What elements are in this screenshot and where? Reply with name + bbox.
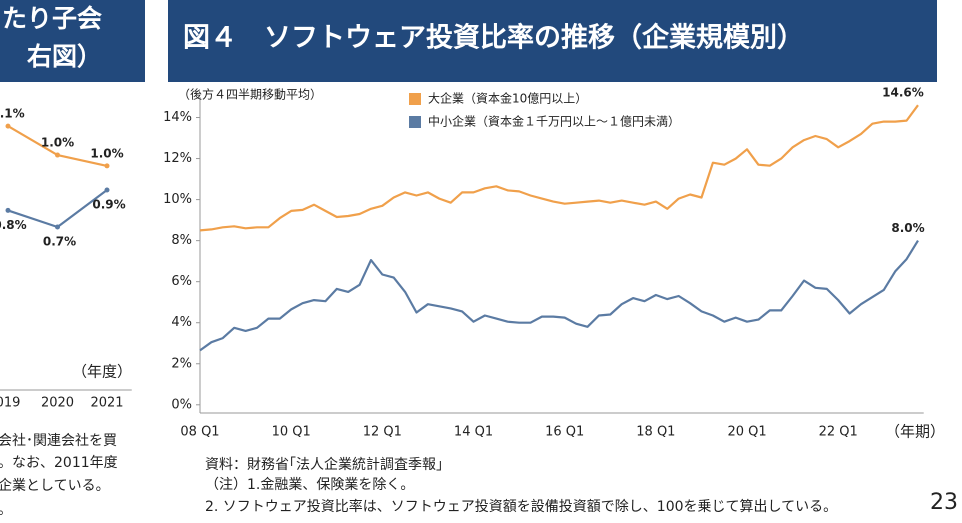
- value-label: 1.0%: [90, 146, 123, 160]
- legend-label: 大企業（資本金10億円以上）: [428, 91, 587, 106]
- title-box: [168, 0, 937, 82]
- point: [55, 224, 60, 230]
- y-tick-label: 14%: [163, 110, 192, 125]
- x-tick-label: 08 Q1: [180, 425, 219, 440]
- note: （注）1.金融業、保険業を除く。: [205, 477, 414, 493]
- y-tick-label: 4%: [171, 315, 192, 330]
- value-label: 0.9%: [92, 198, 125, 212]
- y-tick-label: 0%: [171, 397, 192, 412]
- value-label: 1.0%: [41, 136, 74, 150]
- point: [5, 207, 11, 213]
- subtitle: （後方４四半期移動平均）: [178, 87, 322, 102]
- page-number: 23: [930, 490, 958, 515]
- x-tick-label: 10 Q1: [272, 425, 311, 440]
- left-header: 右図）: [27, 42, 102, 71]
- x-tick-label: 019: [0, 396, 20, 411]
- series-line: [199, 240, 919, 352]
- x-tick-label: 2021: [90, 396, 123, 411]
- slide-title: 図４ ソフトウェア投資比率の推移（企業規模別）: [183, 22, 804, 54]
- point: [55, 152, 60, 158]
- value-label: 8.0%: [891, 221, 924, 235]
- value-label: 0.7%: [43, 235, 76, 249]
- x-axis-label: （年期）: [885, 423, 945, 441]
- y-tick-label: 6%: [171, 274, 192, 289]
- y-tick-label: 10%: [163, 192, 192, 207]
- value-label: 14.6%: [882, 86, 924, 100]
- note: 2. ソフトウェア投資比率は、ソフトウェア投資額を設備投資額で除し、100を乗じ…: [205, 498, 837, 515]
- legend-label: 中小企業（資本金１千万円以上～１億円未満）: [428, 114, 680, 129]
- left-header: たり子会: [2, 4, 102, 33]
- x-tick-label: 18 Q1: [636, 425, 675, 440]
- x-tick-label: 14 Q1: [454, 425, 493, 440]
- source: 資料：財務省｢法人企業統計調査季報｣: [205, 456, 443, 473]
- legend-swatch: [409, 116, 421, 128]
- x-tick-label: 12 Q1: [363, 425, 402, 440]
- point: [104, 187, 110, 193]
- value-label: 1.1%: [0, 107, 25, 121]
- left-note: 企業としている。: [0, 477, 110, 494]
- x-tick-label: 22 Q1: [819, 425, 858, 440]
- point: [104, 163, 110, 169]
- left-header-box: [0, 0, 145, 82]
- x-tick-label: 20 Q1: [727, 425, 766, 440]
- x-tick-label: 16 Q1: [545, 425, 584, 440]
- x-tick-label: 2020: [41, 396, 74, 411]
- left-note: 。: [0, 502, 12, 518]
- series-line: [199, 104, 919, 232]
- x-axis-label: （年度）: [72, 363, 132, 381]
- y-tick-label: 12%: [163, 151, 192, 166]
- point: [5, 123, 11, 129]
- value-label: 0.8%: [0, 218, 27, 232]
- left-note: 。なお、2011年度: [0, 455, 118, 471]
- left-note: 会社･関連会社を買: [0, 433, 117, 449]
- legend-swatch: [409, 93, 421, 105]
- y-tick-label: 2%: [171, 356, 192, 371]
- y-tick-label: 8%: [171, 233, 192, 248]
